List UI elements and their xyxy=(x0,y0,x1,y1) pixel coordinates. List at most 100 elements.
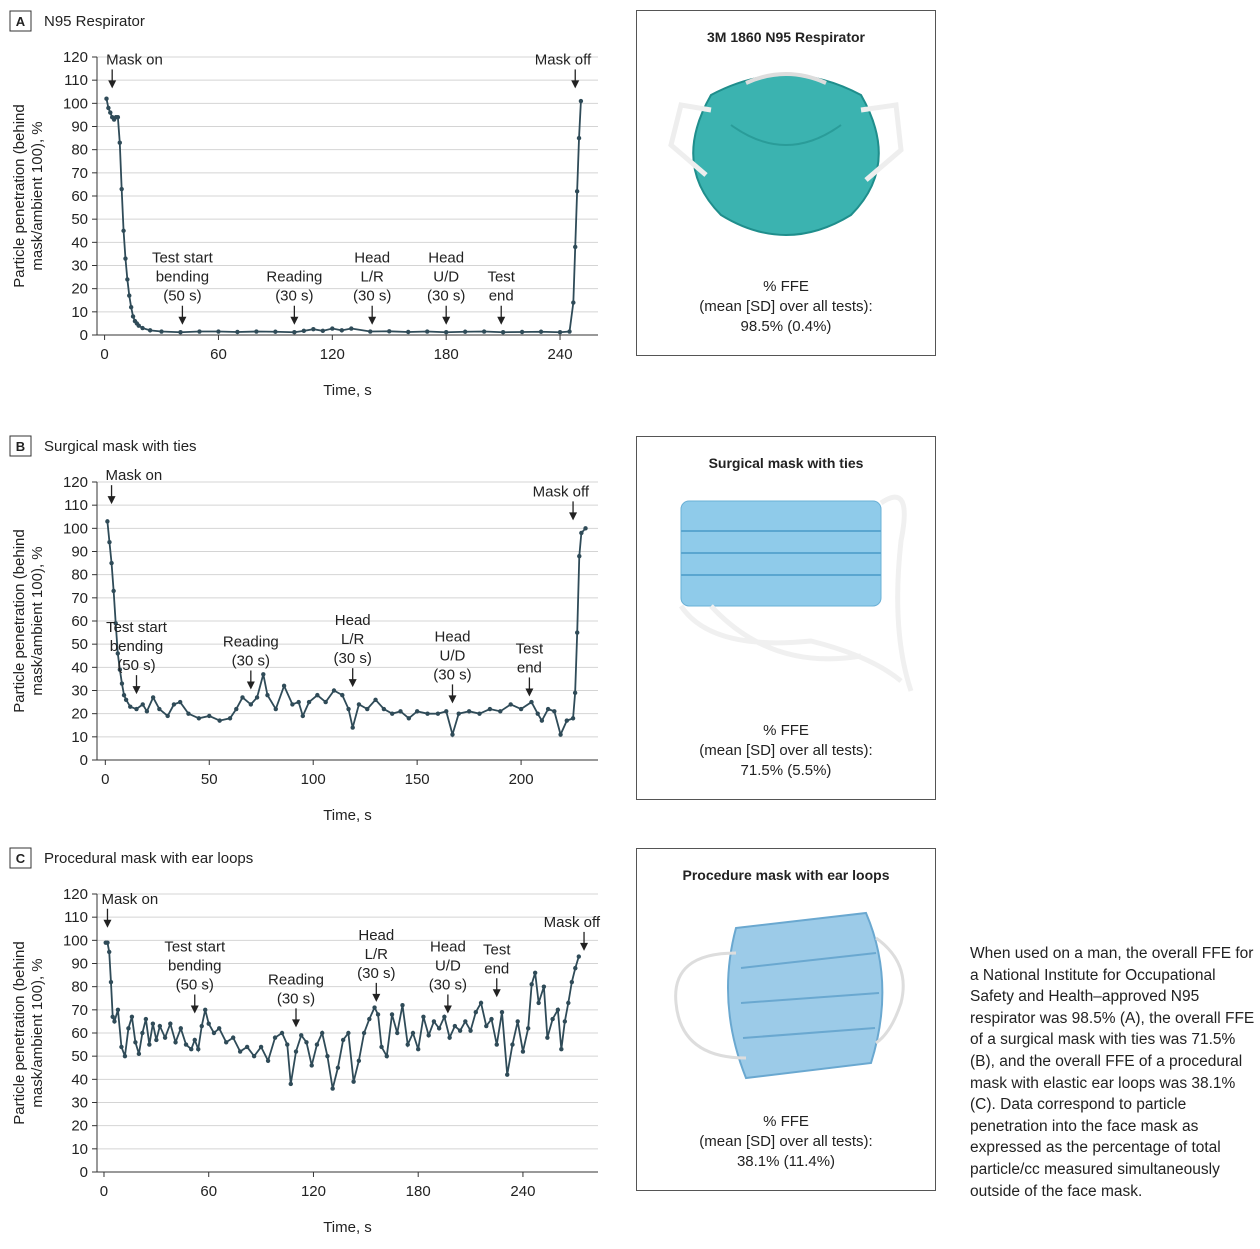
data-point xyxy=(177,699,183,705)
data-point xyxy=(443,330,449,335)
data-point xyxy=(143,1016,149,1022)
annotation-text: (30 s) xyxy=(427,288,465,305)
data-point xyxy=(165,713,170,719)
annotation-text: Test xyxy=(516,640,544,657)
annotation-arrowhead xyxy=(107,496,116,505)
annotation-arrowhead xyxy=(372,993,381,1002)
annotation-text: Reading xyxy=(266,269,322,286)
x-tick-label: 100 xyxy=(301,771,326,788)
data-point xyxy=(109,560,114,566)
data-point xyxy=(500,330,506,335)
data-point xyxy=(309,1063,314,1068)
data-point xyxy=(157,1023,163,1029)
panel-label: C xyxy=(16,851,26,866)
annotation-arrowhead xyxy=(348,679,357,688)
data-point xyxy=(538,329,544,334)
annotation-text: Test start xyxy=(152,250,214,267)
data-point xyxy=(122,1053,128,1059)
data-point xyxy=(457,1028,463,1033)
annotation-text: end xyxy=(484,960,509,977)
annotation-text: Test start xyxy=(106,619,168,636)
data-point xyxy=(320,328,326,334)
data-point xyxy=(579,530,584,536)
data-point xyxy=(237,1049,243,1054)
data-point xyxy=(154,1037,159,1043)
data-point xyxy=(373,697,378,702)
data-point xyxy=(128,704,133,709)
data-point xyxy=(515,1019,520,1024)
x-tick-label: 50 xyxy=(201,771,218,788)
data-point xyxy=(311,327,316,332)
annotation-arrowhead xyxy=(190,1005,199,1014)
mask-card: 3M 1860 N95 Respirator % FFE (mean [SD] … xyxy=(636,10,936,356)
x-tick-label: 60 xyxy=(210,346,227,363)
data-point xyxy=(279,1030,285,1036)
data-point xyxy=(273,706,278,712)
data-point xyxy=(498,709,503,714)
data-point xyxy=(473,1009,479,1015)
data-point xyxy=(273,329,278,334)
card-title: Surgical mask with ties xyxy=(708,455,864,471)
card-title: Procedure mask with ear loops xyxy=(682,867,890,883)
y-tick-label: 100 xyxy=(63,95,88,112)
annotation-arrowhead xyxy=(108,80,117,89)
data-point xyxy=(463,1019,468,1024)
annotation-arrowhead xyxy=(368,316,377,325)
annotation-text: (30 s) xyxy=(232,653,270,670)
data-point xyxy=(351,1079,356,1084)
data-point xyxy=(117,140,122,145)
data-point xyxy=(520,1049,526,1054)
data-point xyxy=(216,1026,222,1031)
data-point xyxy=(468,1028,473,1033)
annotation-text: Mask off xyxy=(544,914,601,931)
data-point xyxy=(234,706,239,712)
annotation-text: Mask off xyxy=(533,483,590,500)
data-point xyxy=(576,135,582,141)
annotation-text: Head xyxy=(428,250,464,267)
data-point xyxy=(452,1023,458,1029)
ffe-label: % FFE xyxy=(763,278,809,295)
data-point xyxy=(569,979,575,985)
card-title: 3M 1860 N95 Respirator xyxy=(707,29,865,45)
sd-label: (mean [SD] over all tests): xyxy=(699,1133,873,1150)
y-tick-label: 20 xyxy=(71,1118,88,1135)
data-point xyxy=(254,329,259,334)
data-point xyxy=(573,244,578,250)
data-point xyxy=(425,711,430,716)
annotation-text: (30 s) xyxy=(275,288,313,305)
data-point xyxy=(550,1016,555,1022)
data-point xyxy=(299,1033,304,1038)
data-point xyxy=(400,1003,405,1008)
data-point xyxy=(173,1040,178,1045)
panel-title: N95 Respirator xyxy=(44,13,145,30)
data-point xyxy=(159,329,164,334)
data-point xyxy=(410,1030,416,1036)
data-point xyxy=(314,1042,320,1047)
ffe-value: 38.1% (11.4%) xyxy=(736,1153,836,1170)
data-point xyxy=(301,328,307,334)
mask-card: Procedure mask with ear loops % FFE (mea… xyxy=(636,848,936,1191)
data-point xyxy=(107,540,112,545)
x-tick-label: 150 xyxy=(405,771,430,788)
annotation-text: L/R xyxy=(365,946,389,963)
panel-label-box xyxy=(9,847,32,869)
data-point xyxy=(567,329,572,334)
y-tick-label: 90 xyxy=(71,119,88,136)
annotation-text: (30 s) xyxy=(277,990,315,1007)
data-point xyxy=(325,1053,330,1059)
data-point xyxy=(415,1047,421,1052)
y-tick-label: 70 xyxy=(71,590,88,607)
x-tick-label: 180 xyxy=(434,346,459,363)
data-point xyxy=(406,329,411,335)
annotation-arrowhead xyxy=(580,942,589,951)
annotation-text: Reading xyxy=(268,971,324,988)
annotation-arrowhead xyxy=(132,686,141,695)
data-point xyxy=(254,695,260,700)
data-point xyxy=(230,1035,236,1040)
data-point xyxy=(196,1047,201,1052)
data-point xyxy=(331,688,337,693)
panel-label-box xyxy=(9,10,32,32)
data-point xyxy=(466,709,472,714)
y-tick-label: 80 xyxy=(71,567,88,584)
data-point xyxy=(106,105,111,111)
